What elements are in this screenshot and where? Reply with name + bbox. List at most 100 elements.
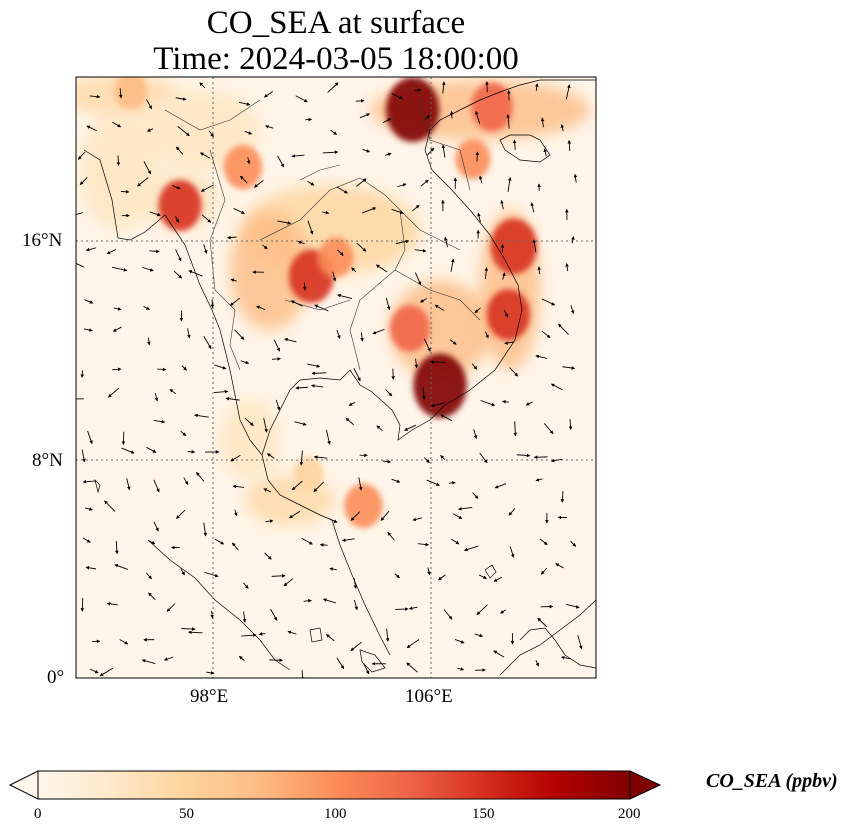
wind-arrow [404,424,417,431]
wind-arrow [567,139,572,152]
colorbar-tick-label: 0 [34,806,42,822]
wind-arrow [493,650,505,658]
wind-arrow [454,639,465,644]
wind-arrow [148,592,156,600]
colorbar [8,770,662,800]
wind-arrow [199,152,211,159]
wind-arrow [537,266,541,275]
co-hotspot [114,77,148,110]
wind-arrow [573,173,578,183]
wind-arrow [411,204,420,212]
wind-arrow [84,507,93,511]
wind-arrow [543,148,547,157]
wind-arrow [143,161,152,175]
colorbar-tick-label: 100 [324,806,347,822]
wind-arrow [362,149,371,153]
wind-arrow [414,272,422,286]
wind-arrow [430,402,446,408]
wind-arrow [146,99,152,110]
wind-arrow [234,329,245,340]
wind-arrow [535,83,539,91]
wind-arrow [441,144,446,158]
wind-arrow [408,606,418,610]
wind-arrow [474,307,481,314]
wind-vectors [76,81,583,678]
wind-arrow [382,118,392,124]
wind-arrow [322,150,339,154]
wind-arrow [516,453,531,458]
wind-arrow [89,668,99,674]
wind-arrow [438,574,446,581]
wind-arrow [543,423,554,435]
wind-arrow [450,258,455,272]
wind-arrow [478,175,483,184]
wind-arrow [163,656,174,661]
wind-arrow [541,298,556,306]
wind-arrow [414,88,422,93]
wind-arrow [85,247,97,252]
wind-arrow [264,552,272,560]
wind-arrow [242,611,247,623]
wind-arrow [406,639,420,649]
wind-arrow [479,452,488,464]
wind-arrow [391,208,404,215]
wind-arrow [229,297,241,306]
wind-arrow [471,363,478,370]
wind-arrow [146,128,154,132]
wind-arrow [448,481,456,485]
wind-arrow [199,82,206,89]
wind-arrow [412,517,423,522]
wind-arrow [188,630,203,635]
wind-arrow [485,331,489,339]
co-hotspot [385,77,440,143]
wind-arrow [414,358,419,369]
wind-arrow [474,633,484,638]
wind-arrow [203,244,208,254]
wind-arrow [350,511,361,521]
wind-arrow [177,126,190,137]
wind-arrow [457,667,465,671]
wind-arrow [225,396,240,401]
wind-arrow [175,216,180,223]
wind-arrow [356,178,367,187]
wind-arrow [112,121,122,128]
wind-arrow [350,641,362,652]
wind-arrow [175,249,182,262]
wind-arrow [532,239,537,253]
wind-arrow [142,266,154,272]
wind-arrow [507,177,512,192]
wind-arrow [359,113,371,119]
wind-arrow [79,177,88,186]
wind-arrow [206,671,215,675]
wind-arrow [169,388,176,395]
wind-arrow [417,542,430,547]
wind-arrow [419,298,427,303]
wind-arrow [332,271,337,282]
wind-arrow [540,117,545,128]
wind-arrow [391,93,403,100]
co-hotspot [471,82,513,132]
wind-arrow [119,639,129,645]
wind-arrow [440,414,453,422]
wind-arrow [500,199,504,210]
wind-arrow [253,180,264,188]
wind-arrow [541,330,551,339]
wind-arrow [382,459,392,464]
wind-arrow [294,421,307,426]
wind-arrow [84,299,94,304]
wind-arrow [329,567,337,571]
wind-arrow [423,457,430,464]
wind-arrow [143,306,151,310]
wind-arrow [181,365,187,371]
wind-arrow [112,266,128,272]
wind-arrow [208,130,214,138]
wind-arrow [173,270,183,279]
wind-arrow [509,546,515,558]
wind-arrow [241,633,257,637]
wind-arrow [504,341,515,345]
wind-arrow [233,208,246,214]
wind-arrow [290,300,303,307]
wind-arrow [337,249,344,256]
wind-arrow [263,417,268,433]
wind-arrow [146,446,157,453]
